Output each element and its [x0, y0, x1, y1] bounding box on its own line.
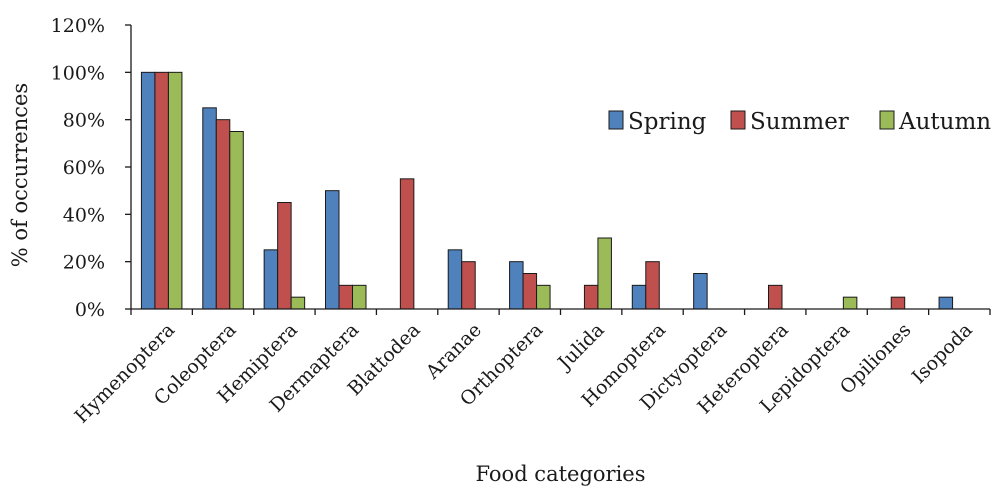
legend-swatch-autumn — [879, 110, 895, 130]
bar-spring-coleoptera — [202, 107, 217, 310]
y-tick-label: 60% — [63, 157, 105, 179]
bar-summer-opiliones — [890, 296, 906, 310]
bar-spring-hymenoptera — [140, 71, 156, 310]
bar-autumn-orthoptera — [536, 284, 551, 310]
bar-autumn-lepidoptera — [842, 296, 858, 310]
y-tick-label: 20% — [63, 252, 105, 274]
bar-summer-hymenoptera — [154, 71, 169, 310]
bar-spring-dermaptera — [325, 190, 340, 310]
category-label-julida: Julida — [552, 319, 608, 375]
x-axis-title: Food categories — [475, 462, 645, 486]
bar-summer-aranae — [461, 261, 476, 310]
bar-summer-hemiptera — [277, 202, 292, 310]
y-tick-label: 80% — [63, 110, 105, 132]
x-ticks-group: HymenopteraColeopteraHemipteraDermaptera… — [71, 309, 991, 428]
bar-summer-orthoptera — [522, 273, 538, 310]
bar-spring-hemiptera — [263, 249, 279, 310]
bar-spring-dictyoptera — [693, 273, 708, 310]
bar-summer-blattodea — [399, 178, 415, 310]
legend-swatch-spring — [608, 110, 624, 130]
bars-group — [140, 71, 954, 310]
legend-swatch-summer — [730, 110, 746, 130]
y-tick-label: 0% — [75, 299, 105, 321]
bar-summer-julida — [583, 284, 599, 310]
legend-label-summer: Summer — [750, 109, 849, 135]
bar-spring-isopoda — [938, 296, 954, 310]
y-ticks-group: 0% 20% 40% 60% 80% 100% 120% — [51, 15, 131, 321]
bar-autumn-julida — [597, 237, 612, 310]
bar-spring-aranae — [447, 249, 463, 310]
bar-spring-homoptera — [631, 284, 647, 310]
category-label-isopoda: Isopoda — [908, 319, 977, 388]
axes-group — [130, 25, 990, 310]
bar-summer-heteroptera — [768, 284, 783, 310]
bar-summer-dermaptera — [338, 284, 353, 310]
legend-label-spring: Spring — [628, 109, 707, 135]
bar-autumn-coleoptera — [229, 131, 244, 310]
bar-autumn-hymenoptera — [167, 71, 183, 310]
bar-autumn-hemiptera — [290, 296, 306, 310]
legend: Spring Summer Autumn — [608, 109, 991, 135]
bar-summer-coleoptera — [215, 119, 231, 310]
y-tick-label: 100% — [51, 62, 105, 84]
bar-summer-homoptera — [645, 261, 660, 310]
y-axis-title: % of occurrences — [8, 83, 32, 267]
y-tick-label: 120% — [51, 15, 105, 37]
category-label-hymenoptera: Hymenoptera — [71, 319, 180, 428]
bar-spring-orthoptera — [509, 261, 524, 310]
legend-label-autumn: Autumn — [898, 109, 991, 135]
bar-autumn-dermaptera — [352, 284, 367, 310]
y-tick-label: 40% — [63, 204, 105, 226]
